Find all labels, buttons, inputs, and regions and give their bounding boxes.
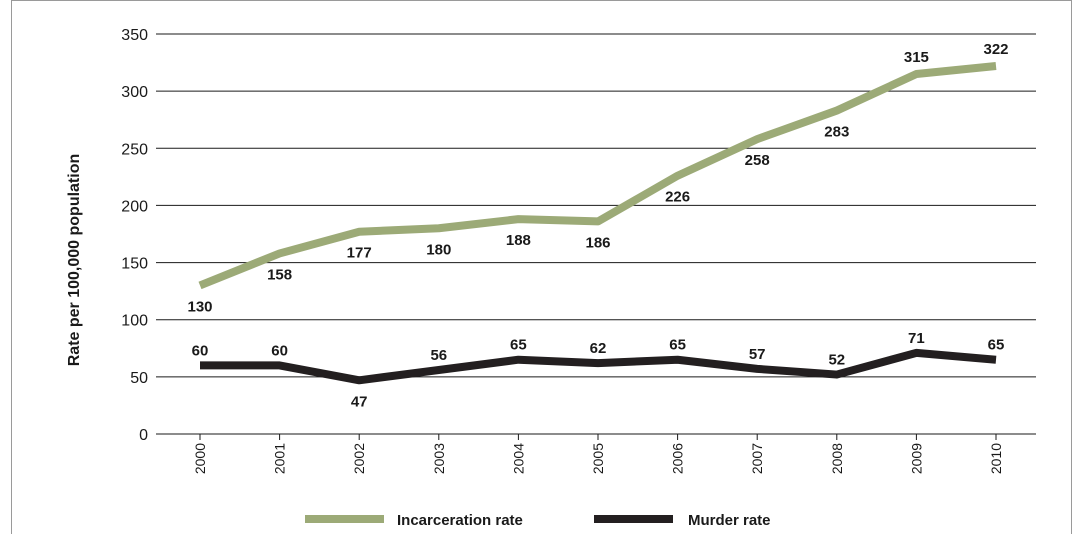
incarceration-data-label: 188 bbox=[506, 232, 531, 249]
chart-frame bbox=[11, 0, 1072, 534]
legend-label-murder: Murder rate bbox=[688, 512, 771, 529]
y-tick-label: 300 bbox=[121, 84, 148, 101]
incarceration-data-label: 226 bbox=[665, 189, 690, 206]
y-axis-ticks: 0 50 100 150 200 250 300 350 bbox=[121, 27, 148, 444]
incarceration-data-label: 315 bbox=[904, 49, 929, 66]
murder-rate-line bbox=[200, 348, 997, 385]
murder-data-label: 65 bbox=[510, 337, 527, 354]
y-axis-label: Rate per 100,000 population bbox=[66, 154, 83, 367]
y-tick-label: 50 bbox=[130, 370, 148, 387]
incarceration-data-label: 283 bbox=[824, 124, 849, 141]
murder-data-label: 65 bbox=[988, 337, 1005, 354]
x-tick-label: 2007 bbox=[749, 443, 765, 474]
legend-label-incarceration: Incarceration rate bbox=[397, 512, 523, 529]
murder-data-label: 60 bbox=[271, 342, 288, 359]
incarceration-data-label: 177 bbox=[347, 245, 372, 262]
x-tick-label: 2010 bbox=[988, 443, 1004, 474]
legend: Incarceration rate Murder rate bbox=[305, 512, 771, 529]
y-tick-label: 100 bbox=[121, 313, 148, 330]
gridlines bbox=[156, 33, 1036, 435]
incarceration-data-label: 186 bbox=[585, 234, 610, 251]
data-labels: 130 158 177 180 188 186 226 258 283 315 322 60 60 47 5… bbox=[187, 41, 1008, 410]
murder-data-label: 62 bbox=[590, 340, 607, 357]
y-tick-label: 0 bbox=[139, 427, 148, 444]
x-axis-ticks: 2000 2001 2002 2003 2004 2005 2006 2007 2008 2009… bbox=[192, 434, 1004, 474]
incarceration-data-label: 180 bbox=[426, 241, 451, 258]
murder-data-label: 65 bbox=[669, 337, 686, 354]
murder-data-label: 71 bbox=[908, 330, 925, 347]
y-tick-label: 250 bbox=[121, 141, 148, 158]
y-tick-label: 200 bbox=[121, 198, 148, 215]
x-tick-label: 2002 bbox=[351, 443, 367, 474]
incarceration-data-label: 322 bbox=[983, 41, 1008, 58]
x-tick-label: 2009 bbox=[908, 443, 924, 474]
x-tick-label: 2005 bbox=[590, 443, 606, 474]
murder-data-label: 56 bbox=[430, 347, 447, 364]
incarceration-data-label: 258 bbox=[745, 152, 770, 169]
x-tick-label: 2003 bbox=[431, 443, 447, 474]
murder-data-label: 57 bbox=[749, 346, 766, 363]
y-tick-label: 350 bbox=[121, 27, 148, 44]
x-tick-label: 2008 bbox=[829, 443, 845, 474]
x-tick-label: 2004 bbox=[510, 443, 526, 474]
series-lines bbox=[198, 62, 997, 385]
x-tick-label: 2006 bbox=[670, 443, 686, 474]
incarceration-data-label: 130 bbox=[187, 298, 212, 315]
x-tick-label: 2000 bbox=[192, 443, 208, 474]
y-tick-label: 150 bbox=[121, 256, 148, 273]
murder-data-label: 47 bbox=[351, 393, 368, 410]
murder-data-label: 52 bbox=[828, 352, 845, 369]
incarceration-data-label: 158 bbox=[267, 266, 292, 283]
murder-data-label: 60 bbox=[192, 342, 209, 359]
incarceration-rate-line bbox=[198, 62, 997, 290]
x-tick-label: 2001 bbox=[272, 443, 288, 474]
